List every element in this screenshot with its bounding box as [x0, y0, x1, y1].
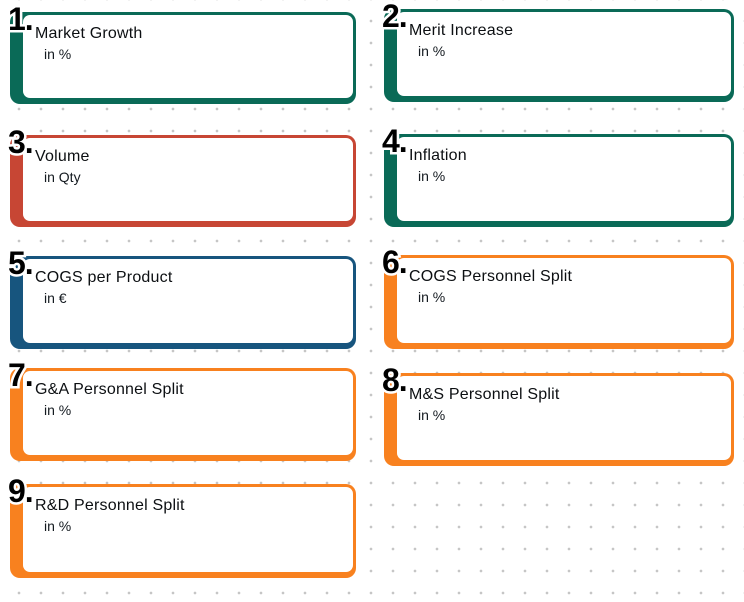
card-number-badge: 6.	[380, 244, 411, 281]
card-title: R&D Personnel Split	[35, 497, 185, 514]
card-title: Merit Increase	[409, 22, 514, 39]
card-g-a-personnel-split[interactable]: 7. G&A Personnel Split in %	[6, 357, 356, 461]
card-subtitle: in %	[44, 518, 72, 535]
card-r-d-personnel-split[interactable]: 9. R&D Personnel Split in %	[6, 473, 356, 578]
card-merit-increase[interactable]: 2. Merit Increase in %	[380, 0, 734, 102]
card-market-growth[interactable]: 1. Market Growth in %	[6, 1, 356, 104]
card-number-badge: 2.	[380, 0, 411, 35]
card-number-badge: 5.	[6, 245, 37, 282]
card-number-badge: 4.	[380, 123, 411, 160]
card-number-badge: 7.	[6, 357, 37, 394]
card-inflation[interactable]: 4. Inflation in %	[380, 123, 734, 227]
card-title: Volume	[35, 148, 90, 165]
card-body: Volume in Qty	[23, 138, 353, 221]
card-m-s-personnel-split[interactable]: 8. M&S Personnel Split in %	[380, 362, 734, 466]
card-body: M&S Personnel Split in %	[397, 376, 731, 460]
card-title: G&A Personnel Split	[35, 381, 184, 398]
card-body: COGS per Product in €	[23, 259, 353, 343]
card-body: COGS Personnel Split in %	[397, 258, 731, 343]
card-cogs-per-product[interactable]: 5. COGS per Product in €	[6, 245, 356, 349]
card-title: Market Growth	[35, 25, 143, 42]
card-cogs-personnel-split[interactable]: 6. COGS Personnel Split in %	[380, 244, 734, 349]
card-volume[interactable]: 3. Volume in Qty	[6, 124, 356, 227]
card-subtitle: in %	[418, 43, 446, 60]
card-body: Market Growth in %	[23, 15, 353, 98]
card-number-badge: 8.	[380, 362, 411, 399]
card-subtitle: in %	[418, 168, 446, 185]
card-subtitle: in Qty	[44, 169, 81, 186]
card-number-badge: 9.	[6, 473, 37, 510]
card-subtitle: in €	[44, 290, 67, 307]
card-body: Merit Increase in %	[397, 12, 731, 96]
card-body: R&D Personnel Split in %	[23, 487, 353, 572]
card-subtitle: in %	[44, 402, 72, 419]
card-body: G&A Personnel Split in %	[23, 371, 353, 455]
card-body: Inflation in %	[397, 137, 731, 221]
card-title: M&S Personnel Split	[409, 386, 560, 403]
card-subtitle: in %	[44, 46, 72, 63]
card-subtitle: in %	[418, 289, 446, 306]
card-title: COGS per Product	[35, 269, 173, 286]
card-subtitle: in %	[418, 407, 446, 424]
card-title: Inflation	[409, 147, 467, 164]
card-number-badge: 3.	[6, 124, 37, 161]
card-title: COGS Personnel Split	[409, 268, 573, 285]
card-number-badge: 1.	[6, 1, 37, 38]
